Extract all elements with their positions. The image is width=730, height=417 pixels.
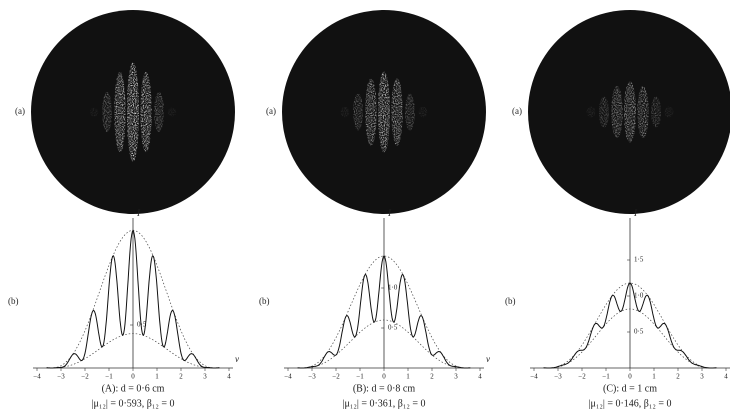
- fringe: [102, 91, 112, 133]
- x-tick-label: 0: [382, 373, 386, 381]
- x-tick-label: −2: [578, 373, 586, 381]
- intensity-curve: [46, 229, 220, 369]
- x-tick-label: 4: [724, 373, 728, 381]
- coherence: |μ₁₂| = 0·146, β₁₂ = 0: [588, 398, 671, 409]
- x-tick-label: −1: [105, 373, 113, 381]
- fringes: [89, 62, 177, 162]
- plot-label: (b): [8, 296, 19, 306]
- fringe: [637, 85, 649, 139]
- x-tick-label: 1: [406, 373, 410, 381]
- fringe: [127, 62, 139, 162]
- fringe: [598, 96, 610, 128]
- y-tick-label: 1·0: [388, 284, 398, 292]
- y-tick-label: 0·5: [634, 328, 644, 336]
- fringe: [365, 78, 377, 146]
- x-tick-label: −3: [554, 373, 562, 381]
- fringe: [340, 106, 350, 118]
- caption: (B): d = 0·8 cm: [353, 383, 416, 394]
- y-tick-label: 0·5: [388, 324, 398, 332]
- x-tick-label: −4: [33, 373, 41, 381]
- x-axis-label: ν: [486, 354, 490, 364]
- fringe: [114, 71, 126, 153]
- y-axis-label: I: [387, 208, 392, 218]
- x-tick-label: 2: [179, 373, 183, 381]
- y-tick-label: 1·5: [634, 256, 644, 264]
- fringe: [167, 107, 177, 117]
- envelope: [543, 308, 717, 369]
- x-tick-label: 2: [676, 373, 680, 381]
- x-tick-label: −1: [602, 373, 610, 381]
- plot-label: (b): [505, 296, 516, 306]
- fringe: [624, 81, 636, 143]
- fringe: [154, 91, 164, 133]
- y-tick-label: 1·0: [634, 292, 644, 300]
- plot-label: (b): [259, 296, 270, 306]
- fringe: [89, 107, 99, 117]
- fringe: [611, 85, 623, 139]
- x-tick-label: −2: [81, 373, 89, 381]
- x-tick-label: −3: [57, 373, 65, 381]
- x-tick-label: 2: [430, 373, 434, 381]
- x-tick-label: −3: [308, 373, 316, 381]
- fringe: [586, 106, 596, 118]
- fringe: [418, 106, 428, 118]
- x-tick-label: 1: [652, 373, 656, 381]
- x-tick-label: 3: [203, 373, 207, 381]
- intensity-curve: [543, 282, 717, 369]
- envelope: [543, 282, 717, 369]
- x-tick-label: 0: [131, 373, 135, 381]
- coherence: |μ₁₂| = 0·361, β₁₂ = 0: [342, 398, 425, 409]
- x-tick-label: 4: [478, 373, 482, 381]
- fringe: [650, 96, 662, 128]
- fringe: [353, 93, 363, 131]
- caption: (C): d = 1 cm: [603, 383, 657, 394]
- fringe-label: (a): [15, 106, 25, 116]
- x-tick-label: 4: [227, 373, 231, 381]
- x-axis-label: ν: [235, 354, 239, 364]
- envelope: [297, 319, 471, 369]
- envelope: [46, 333, 220, 369]
- fringe: [140, 71, 152, 153]
- coherence: |μ₁₂| = 0·593, β₁₂ = 0: [91, 398, 174, 409]
- fringe: [391, 78, 403, 146]
- x-tick-label: −4: [530, 373, 538, 381]
- fringe-label: (a): [512, 106, 522, 116]
- fringes: [586, 81, 674, 143]
- y-axis-label: I: [136, 208, 141, 218]
- x-tick-label: 1: [155, 373, 159, 381]
- fringe-label: (a): [266, 106, 276, 116]
- fringe: [664, 106, 674, 118]
- x-tick-label: 3: [454, 373, 458, 381]
- caption: (A): d = 0·6 cm: [102, 383, 165, 394]
- x-tick-label: −2: [332, 373, 340, 381]
- y-tick-label: 0·5: [137, 321, 147, 329]
- fringes: [340, 71, 428, 153]
- x-tick-label: −4: [284, 373, 292, 381]
- y-axis-label: I: [633, 208, 638, 218]
- fringe: [405, 93, 415, 131]
- fringe: [378, 71, 390, 153]
- intensity-curve: [297, 255, 471, 369]
- x-tick-label: −1: [356, 373, 364, 381]
- x-tick-label: 3: [700, 373, 704, 381]
- x-tick-label: 0: [628, 373, 632, 381]
